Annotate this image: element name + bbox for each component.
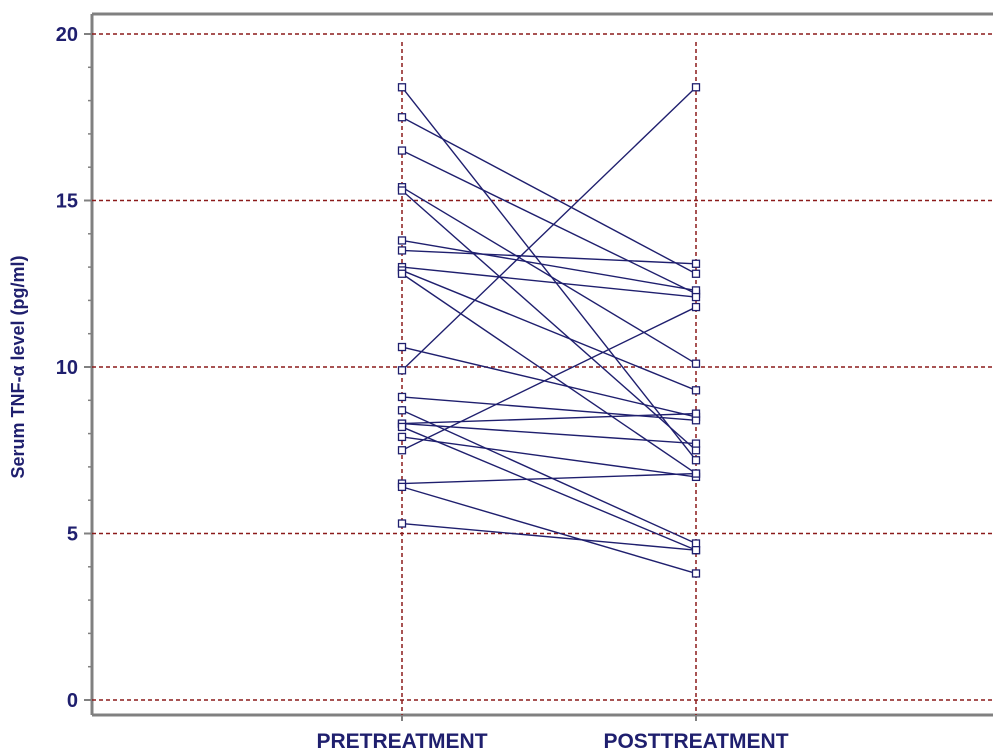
series-line [401, 86, 697, 371]
series-point [397, 446, 407, 455]
series-point [691, 416, 701, 425]
y-tick-label: 20 [56, 24, 78, 46]
series-point [397, 392, 407, 402]
series-point [397, 342, 407, 352]
series-point [691, 439, 701, 448]
y-tick-label: 5 [67, 524, 78, 546]
plot-frame [84, 12, 993, 721]
series-point [397, 432, 407, 442]
series-point [691, 546, 701, 555]
series-point [397, 366, 407, 375]
series-line [401, 426, 697, 551]
series-point [691, 302, 701, 312]
series-line [401, 486, 697, 575]
series-point [397, 269, 407, 278]
y-tick-label: 10 [56, 357, 78, 379]
series-point [397, 482, 407, 492]
series-point [691, 539, 701, 548]
series-line [401, 149, 697, 295]
grid-lines [92, 33, 993, 715]
series-point [397, 83, 407, 92]
series-line [401, 266, 697, 298]
series-point [397, 406, 407, 415]
series-point [691, 569, 701, 578]
series-point [691, 359, 701, 368]
series-line [401, 522, 697, 551]
series-point [691, 83, 701, 92]
series-point [691, 469, 701, 478]
series-point [397, 246, 407, 255]
series-line [401, 306, 697, 451]
series-line [401, 472, 697, 485]
series-line [401, 409, 697, 545]
x-tick-label: PRETREATMENT [316, 730, 487, 753]
series-point [397, 236, 407, 245]
series-lines [401, 86, 697, 575]
series-line [401, 422, 697, 445]
series-line [401, 249, 697, 265]
series-line [401, 396, 697, 421]
series-line [401, 239, 697, 292]
y-tick-label: 15 [56, 191, 78, 213]
series-point [397, 186, 407, 195]
series-line [401, 186, 697, 365]
series-point [397, 146, 407, 155]
series-point [691, 259, 701, 268]
series-line [401, 346, 697, 418]
series-point [397, 113, 407, 122]
y-axis-title: Serum TNF-α level (pg/ml) [8, 255, 28, 478]
series-line [401, 189, 697, 451]
series-line [401, 269, 697, 391]
series-point [691, 409, 701, 418]
series-line [401, 412, 697, 425]
series-line [401, 116, 697, 275]
x-tick-label: POSTTREATMENT [603, 730, 788, 753]
series-line [401, 436, 697, 478]
series-point [691, 286, 701, 295]
series-point [397, 519, 407, 528]
series-point [691, 292, 701, 302]
series-point [691, 446, 701, 455]
axis-labels: 0 5 10 15 20 PRETREATMENT POSTTREATMENT [56, 24, 789, 753]
y-tick-label: 0 [67, 690, 78, 712]
series-line [401, 86, 697, 461]
series-markers [397, 83, 701, 578]
series-point [691, 456, 701, 465]
series-point [691, 269, 701, 278]
series-point [397, 422, 407, 432]
series-point [691, 386, 701, 395]
